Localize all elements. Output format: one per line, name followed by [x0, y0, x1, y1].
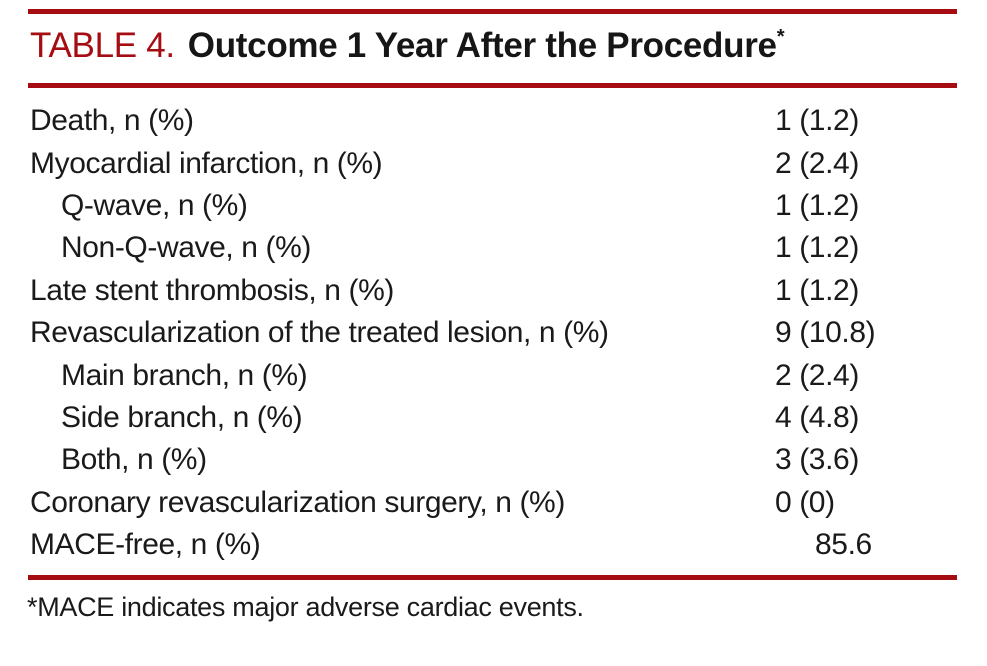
row-label: MACE-free, n (%): [30, 528, 261, 562]
table-row: Side branch, n (%) 4 (4.8): [30, 397, 957, 439]
top-rule: [28, 9, 957, 14]
table-row: Late stent thrombosis, n (%) 1 (1.2): [30, 270, 957, 312]
row-value: 1 (1.2): [775, 188, 859, 222]
row-label: Myocardial infarction, n (%): [30, 146, 383, 180]
table-row: Revascularization of the treated lesion,…: [30, 312, 957, 354]
row-value: 2 (2.4): [775, 358, 859, 392]
table-number-label: TABLE 4.: [30, 26, 175, 65]
row-value: 1 (1.2): [775, 231, 859, 265]
title-footnote-marker: *: [776, 26, 785, 48]
row-label: Coronary revascularization surgery, n (%…: [30, 485, 565, 519]
row-value: 0 (0): [775, 485, 835, 519]
row-value: 85.6: [815, 528, 872, 562]
row-label: Side branch, n (%): [61, 400, 303, 434]
row-value: 1 (1.2): [775, 273, 859, 307]
table-row: Both, n (%) 3 (3.6): [30, 439, 957, 481]
table-row: Death, n (%) 1 (1.2): [30, 100, 957, 142]
table-title-text: Outcome 1 Year After the Procedure: [187, 26, 777, 65]
row-value: 4 (4.8): [775, 400, 859, 434]
row-label: Main branch, n (%): [61, 358, 308, 392]
table-row: Q-wave, n (%) 1 (1.2): [30, 185, 957, 227]
table-row: Main branch, n (%) 2 (2.4): [30, 354, 957, 396]
table-row: Non-Q-wave, n (%) 1 (1.2): [30, 227, 957, 269]
row-label: Non-Q-wave, n (%): [61, 231, 311, 265]
row-label: Death, n (%): [30, 104, 194, 138]
table-body: Death, n (%) 1 (1.2) Myocardial infarction…: [30, 100, 957, 566]
table-row: Coronary revascularization surgery, n (%…: [30, 482, 957, 524]
bottom-rule: [28, 575, 957, 580]
table-title: TABLE 4. Outcome 1 Year After the Procedu…: [30, 26, 785, 66]
row-value: 2 (2.4): [775, 146, 859, 180]
row-label: Q-wave, n (%): [61, 188, 248, 222]
title-separator-rule: [28, 83, 957, 88]
row-label: Revascularization of the treated lesion,…: [30, 316, 609, 350]
row-label: Both, n (%): [61, 443, 207, 477]
row-value: 9 (10.8): [775, 316, 876, 350]
row-label: Late stent thrombosis, n (%): [30, 273, 394, 307]
table-row: MACE-free, n (%) 85.6: [30, 524, 957, 566]
table-footnote: *MACE indicates major adverse cardiac ev…: [27, 592, 584, 622]
table-row: Myocardial infarction, n (%) 2 (2.4): [30, 142, 957, 184]
row-value: 1 (1.2): [775, 104, 859, 138]
row-value: 3 (3.6): [775, 443, 859, 477]
